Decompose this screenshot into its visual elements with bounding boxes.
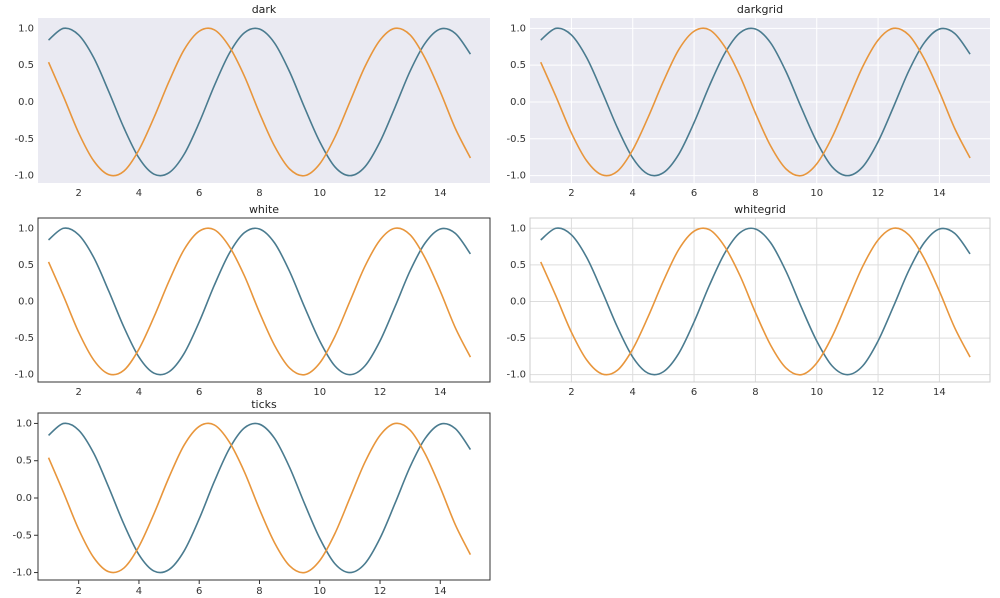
x-tick-label: 4 — [630, 387, 636, 398]
line-series — [48, 227, 472, 376]
frame — [37, 217, 491, 383]
line-series — [540, 227, 971, 376]
x-tick-label: 6 — [196, 586, 202, 597]
line-series — [48, 27, 472, 177]
y-tick-label: -1.0 — [14, 370, 34, 381]
x-tick-label: 2 — [75, 188, 81, 199]
x-tick-label: 2 — [568, 387, 574, 398]
x-tick-label: 6 — [196, 387, 202, 398]
y-tick-label: 0.0 — [18, 97, 34, 108]
y-tick-label: -0.5 — [506, 333, 526, 344]
chart-title: darkgrid — [737, 3, 783, 16]
frame — [37, 412, 491, 581]
x-tick-label: 8 — [752, 387, 758, 398]
line-series — [540, 27, 971, 177]
x-tick-label: 2 — [75, 387, 81, 398]
plot-background — [38, 18, 490, 183]
plot-background — [530, 218, 990, 382]
y-tick-label: 0.5 — [510, 260, 526, 271]
x-tick-label: 14 — [933, 188, 946, 199]
x-tick-label: 2 — [75, 586, 81, 597]
y-tick-label: 0.0 — [510, 97, 526, 108]
line-series — [47, 27, 472, 177]
x-tick-label: 4 — [136, 586, 142, 597]
y-tick-label: 0.5 — [18, 60, 34, 71]
x-tick-label: 8 — [256, 387, 262, 398]
plot-background — [38, 413, 490, 580]
y-tick-label: 1.0 — [510, 23, 526, 34]
y-tick-label: 1.0 — [510, 223, 526, 234]
x-tick-label: 4 — [630, 188, 636, 199]
x-tick-label: 12 — [872, 188, 885, 199]
y-tick-label: 1.0 — [18, 223, 34, 234]
y-tick-label: 1.0 — [18, 23, 34, 34]
chart-title: ticks — [251, 398, 277, 411]
line-series — [47, 227, 472, 376]
plot-background — [530, 18, 990, 183]
frame — [529, 217, 991, 383]
x-tick-label: 4 — [136, 188, 142, 199]
y-tick-label: -0.5 — [12, 530, 32, 541]
plot-background — [38, 218, 490, 382]
x-tick-label: 10 — [313, 387, 326, 398]
x-tick-label: 10 — [810, 188, 823, 199]
y-tick-label: 0.0 — [510, 296, 526, 307]
y-tick-label: 0.5 — [18, 260, 34, 271]
x-tick-label: 6 — [691, 188, 697, 199]
chart-title: dark — [252, 3, 277, 16]
y-tick-label: 1.0 — [16, 418, 32, 429]
x-tick-label: 12 — [374, 188, 387, 199]
y-tick-label: 0.0 — [18, 296, 34, 307]
x-tick-label: 12 — [872, 387, 885, 398]
line-series — [540, 227, 971, 376]
x-tick-label: 8 — [256, 586, 262, 597]
x-tick-label: 8 — [752, 188, 758, 199]
y-tick-label: 0.0 — [16, 493, 32, 504]
line-series — [47, 422, 472, 574]
chart-title: whitegrid — [734, 203, 786, 216]
y-tick-label: -1.0 — [506, 370, 526, 381]
y-tick-label: -1.0 — [506, 171, 526, 182]
x-tick-label: 4 — [136, 387, 142, 398]
x-tick-label: 8 — [256, 188, 262, 199]
y-tick-label: -0.5 — [14, 333, 34, 344]
y-tick-label: -0.5 — [14, 134, 34, 145]
y-tick-label: 0.5 — [510, 60, 526, 71]
y-tick-label: -1.0 — [14, 171, 34, 182]
y-tick-label: 0.5 — [16, 456, 32, 467]
x-tick-label: 2 — [568, 188, 574, 199]
x-tick-label: 10 — [313, 188, 326, 199]
line-series — [48, 422, 472, 574]
x-tick-label: 6 — [196, 188, 202, 199]
line-series — [540, 27, 971, 177]
x-tick-label: 14 — [933, 387, 946, 398]
x-tick-label: 10 — [313, 586, 326, 597]
y-tick-label: -1.0 — [12, 568, 32, 579]
x-tick-label: 14 — [434, 586, 447, 597]
x-tick-label: 10 — [810, 387, 823, 398]
x-tick-label: 14 — [434, 387, 447, 398]
x-tick-label: 6 — [691, 387, 697, 398]
x-tick-label: 12 — [374, 387, 387, 398]
x-tick-label: 12 — [374, 586, 387, 597]
y-tick-label: -0.5 — [506, 134, 526, 145]
chart-title: white — [249, 203, 279, 216]
x-tick-label: 14 — [434, 188, 447, 199]
